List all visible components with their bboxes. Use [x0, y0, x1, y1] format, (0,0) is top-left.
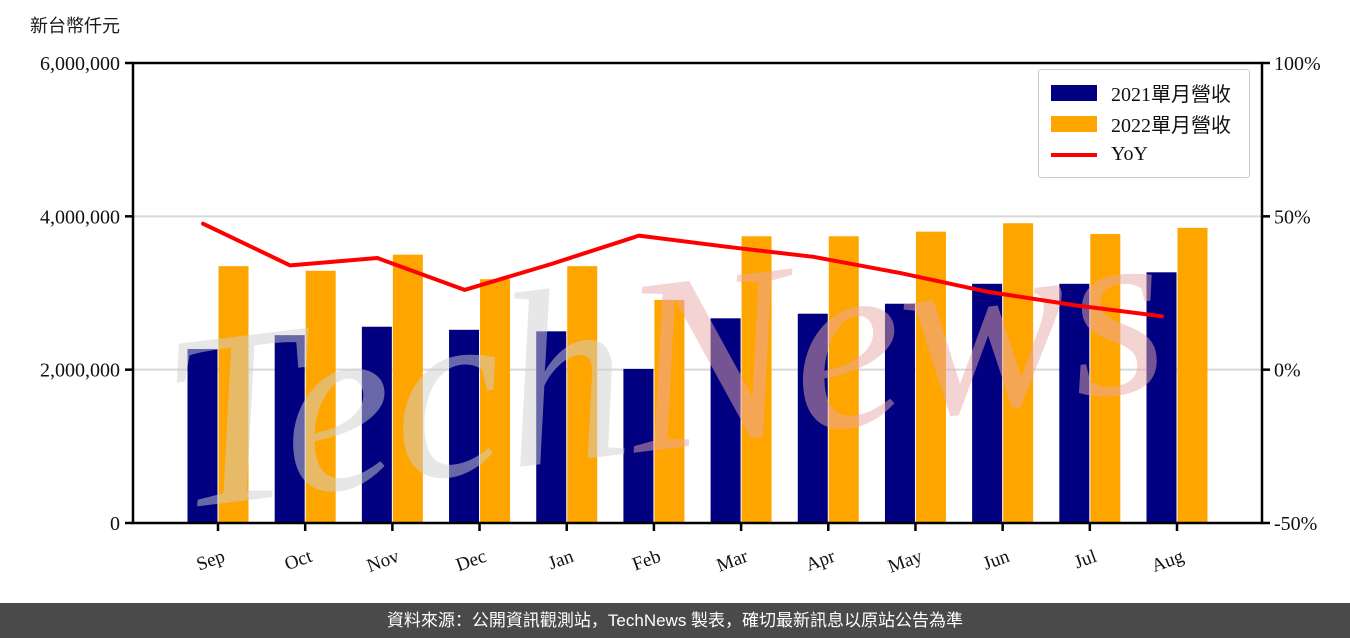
- legend-label-yoy: YoY: [1111, 143, 1148, 165]
- bar-2021-Mar: [710, 318, 741, 523]
- bar-2022-Sep: [218, 266, 249, 523]
- bar-2021-Feb: [623, 368, 654, 523]
- x-axis-label-Mar: Mar: [714, 546, 752, 577]
- x-axis-label-Jun: Jun: [980, 546, 1012, 575]
- bar-2021-Jun: [972, 283, 1003, 523]
- bar-2021-Apr: [797, 313, 828, 523]
- x-axis-label-Apr: Apr: [803, 546, 839, 576]
- bar-2022-Apr: [828, 236, 859, 523]
- right-axis-tick-label: 100%: [1274, 53, 1321, 75]
- legend-label-2022: 2022單月營收: [1111, 115, 1231, 137]
- right-axis-tick-label: 0%: [1274, 360, 1301, 382]
- bar-2021-May: [884, 303, 915, 523]
- bar-2022-Mar: [741, 236, 772, 523]
- bar-2022-Oct: [305, 270, 336, 523]
- x-axis-label-Nov: Nov: [364, 546, 402, 577]
- bar-2021-Oct: [274, 335, 305, 523]
- bar-2022-Jul: [1090, 233, 1121, 523]
- bar-2021-Dec: [449, 329, 480, 523]
- source-attribution-bar: 資料來源：公開資訊觀測站，TechNews 製表，確切最新訊息以原站公告為準: [0, 603, 1350, 638]
- x-axis-label-Dec: Dec: [453, 546, 489, 576]
- plot-border: [131, 61, 1264, 525]
- legend-item-2022: 2022單月營收: [1051, 108, 1249, 139]
- x-axis-label-Aug: Aug: [1149, 546, 1187, 577]
- bar-2022-Jun: [1003, 223, 1034, 523]
- bar-2021-Jan: [536, 331, 567, 523]
- y-axis-unit-label: 新台幣仟元: [30, 16, 120, 36]
- chart-legend: 2021單月營收 2022單月營收 YoY: [1038, 69, 1250, 178]
- right-axis-tick-label: -50%: [1274, 513, 1317, 535]
- bar-2022-Jan: [567, 266, 598, 523]
- legend-item-2021: 2021單月營收: [1051, 77, 1249, 108]
- x-axis-label-May: May: [885, 546, 925, 578]
- yoy-line: [201, 221, 1164, 319]
- x-axis-label-Jul: Jul: [1071, 546, 1099, 573]
- legend-swatch-2022: [1051, 115, 1097, 132]
- left-axis-tick-label: 4,000,000: [40, 206, 120, 228]
- legend-label-2021: 2021單月營收: [1111, 84, 1231, 106]
- left-axis-tick-label: 2,000,000: [40, 360, 120, 382]
- legend-item-yoy: YoY: [1051, 139, 1249, 170]
- bar-2021-Jul: [1059, 283, 1090, 523]
- bar-2021-Nov: [361, 326, 392, 523]
- left-axis-tick-label: 0: [110, 513, 120, 535]
- right-axis-tick-label: 50%: [1274, 206, 1311, 228]
- left-axis-tick-label: 6,000,000: [40, 53, 120, 75]
- legend-swatch-yoy: [1051, 152, 1097, 157]
- technews-watermark: TechNews: [149, 166, 1180, 563]
- legend-swatch-2021: [1051, 84, 1097, 101]
- x-axis-label-Jan: Jan: [545, 546, 576, 575]
- bar-2022-Feb: [654, 299, 685, 523]
- bar-2022-Nov: [392, 254, 423, 523]
- bar-2022-Aug: [1177, 227, 1208, 524]
- x-axis-label-Feb: Feb: [630, 546, 664, 575]
- bar-2022-Dec: [480, 279, 511, 523]
- bar-2021-Sep: [187, 348, 218, 523]
